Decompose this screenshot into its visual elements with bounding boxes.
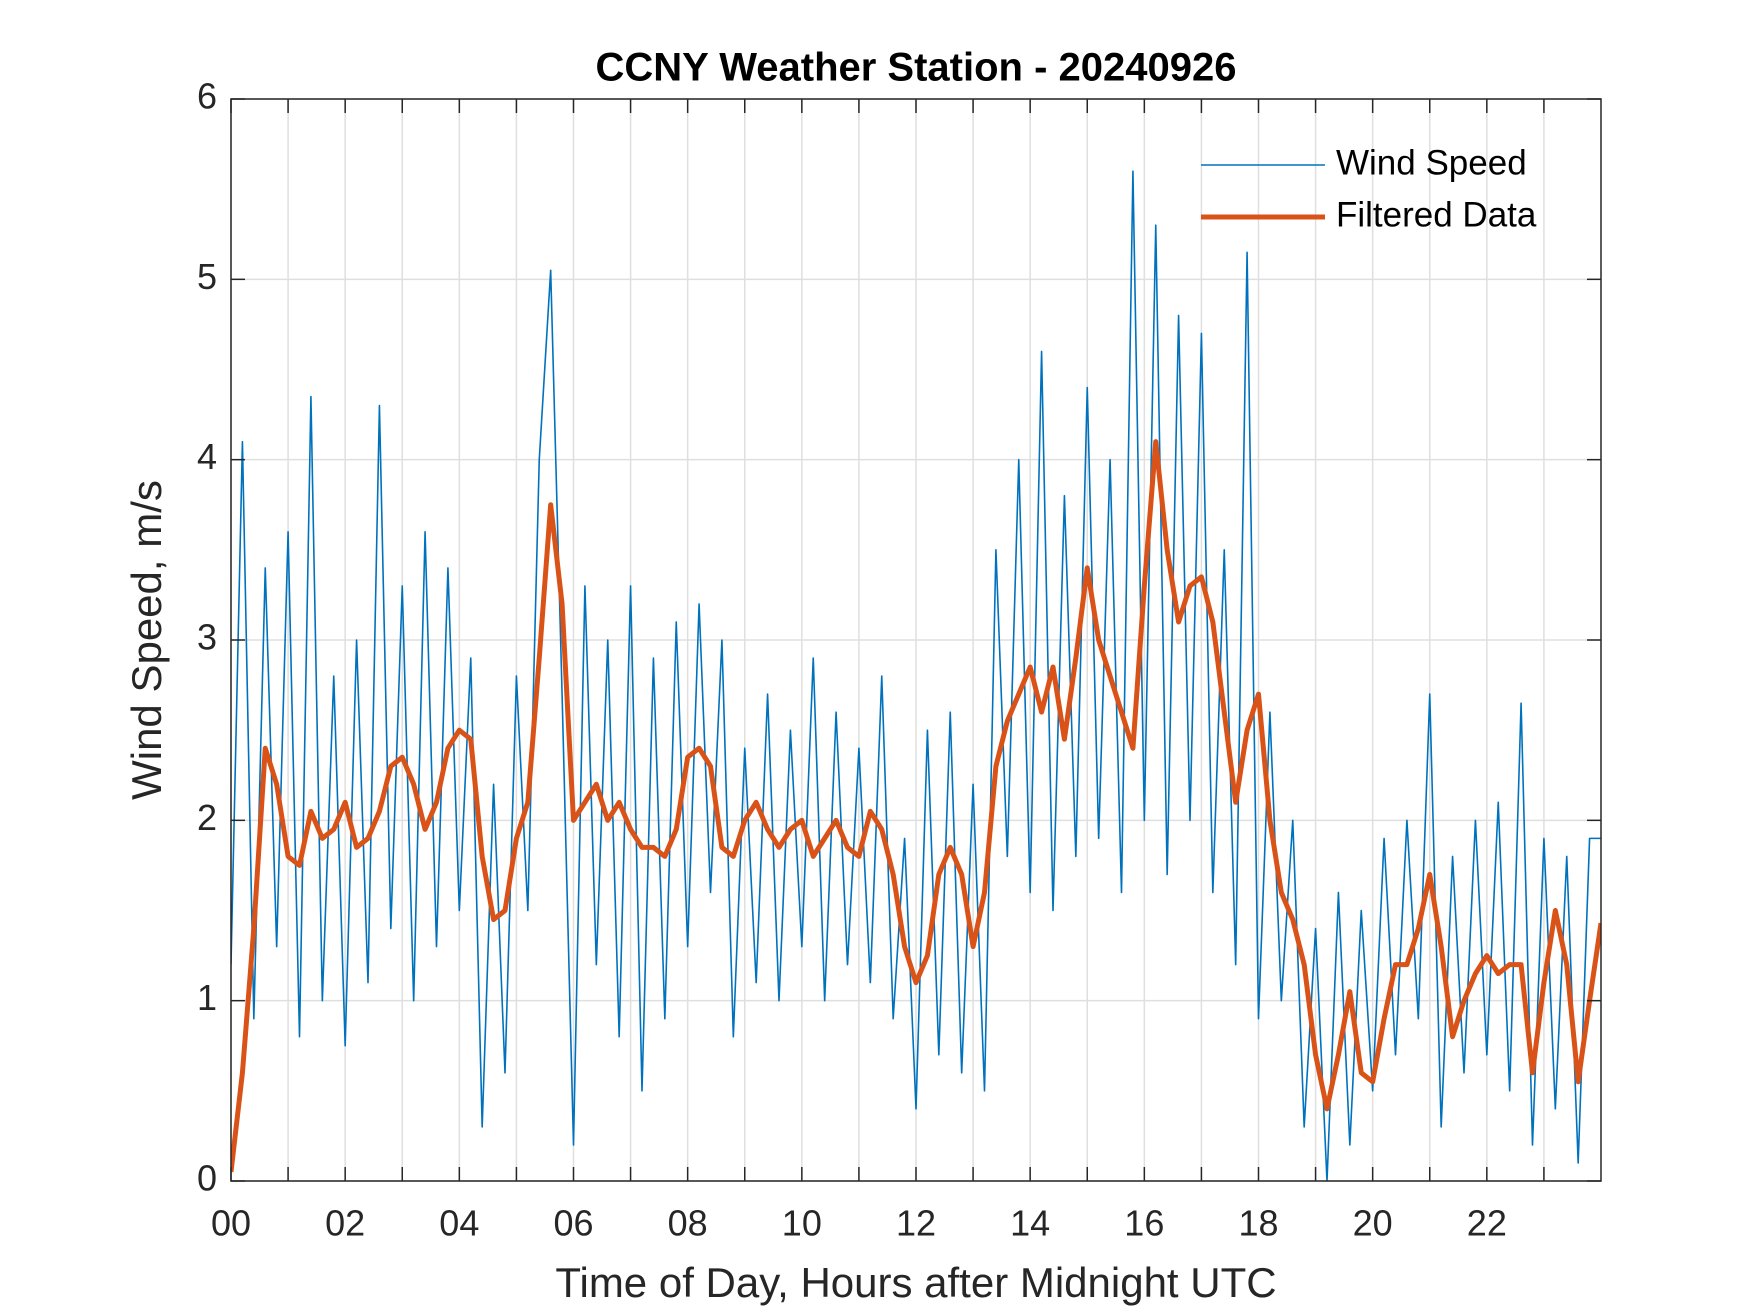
y-tick-label: 2 (197, 797, 217, 838)
x-tick-label: 18 (1238, 1203, 1278, 1244)
x-tick-label: 16 (1124, 1203, 1164, 1244)
y-tick-label: 5 (197, 256, 217, 297)
y-tick-label: 6 (197, 76, 217, 117)
x-tick-label: 20 (1353, 1203, 1393, 1244)
chart-title: CCNY Weather Station - 20240926 (596, 46, 1237, 90)
x-tick-label: 12 (896, 1203, 936, 1244)
x-tick-label: 00 (211, 1203, 251, 1244)
x-tick-label: 14 (1010, 1203, 1050, 1244)
legend-label: Wind Speed (1336, 143, 1527, 182)
legend-label: Filtered Data (1336, 195, 1537, 234)
x-tick-label: 04 (439, 1203, 479, 1244)
x-tick-label: 02 (325, 1203, 365, 1244)
x-axis-label: Time of Day, Hours after Midnight UTC (555, 1259, 1276, 1306)
x-tick-label: 06 (553, 1203, 593, 1244)
x-tick-label: 08 (668, 1203, 708, 1244)
x-tick-label: 10 (782, 1203, 822, 1244)
series-line (231, 439, 1601, 1173)
y-tick-label: 4 (197, 436, 217, 477)
x-tick-label: 22 (1467, 1203, 1507, 1244)
series-line (231, 170, 1601, 1181)
y-tick-label: 0 (197, 1158, 217, 1199)
y-tick-label: 3 (197, 617, 217, 658)
y-axis-label: Wind Speed, m/s (123, 480, 170, 800)
y-tick-label: 1 (197, 977, 217, 1018)
